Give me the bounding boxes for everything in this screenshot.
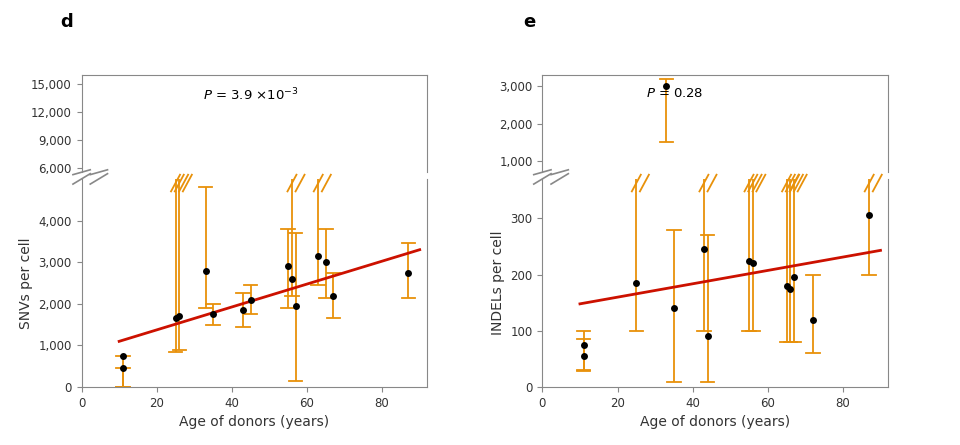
Point: [779, 188, 794, 195]
Point: [168, 315, 183, 322]
Text: d: d: [60, 13, 73, 31]
Point: [576, 193, 591, 200]
Point: [288, 202, 303, 209]
Point: [779, 282, 794, 289]
Point: [696, 186, 711, 193]
Point: [280, 263, 296, 270]
Point: [745, 186, 760, 194]
Y-axis label: SNVs per cell: SNVs per cell: [19, 237, 33, 329]
Point: [115, 365, 131, 372]
Point: [318, 259, 333, 266]
Point: [782, 285, 798, 292]
Point: [325, 199, 341, 206]
Point: [284, 275, 300, 283]
X-axis label: Age of donors (years): Age of donors (years): [640, 416, 790, 429]
Point: [235, 202, 251, 210]
Text: $\it{P}$ = 0.28: $\it{P}$ = 0.28: [646, 87, 704, 100]
Point: [325, 292, 341, 299]
Point: [805, 190, 821, 198]
Point: [576, 352, 591, 360]
Point: [741, 257, 756, 264]
Text: e: e: [523, 13, 536, 31]
Point: [311, 252, 326, 259]
Point: [700, 191, 715, 198]
Point: [205, 311, 221, 318]
Y-axis label: INDELs per cell: INDELs per cell: [491, 231, 505, 335]
Point: [741, 186, 756, 194]
Point: [805, 316, 821, 323]
Point: [311, 190, 326, 198]
Point: [318, 192, 333, 199]
Point: [243, 200, 258, 207]
Point: [400, 269, 416, 276]
Point: [666, 190, 682, 197]
Point: [235, 307, 251, 314]
Point: [115, 213, 131, 220]
Point: [782, 188, 798, 195]
Point: [861, 212, 876, 219]
Point: [786, 187, 802, 194]
Point: [666, 305, 682, 312]
Point: [629, 188, 644, 195]
Point: [659, 83, 674, 90]
Point: [172, 313, 187, 320]
Point: [696, 246, 711, 253]
Point: [115, 352, 131, 360]
Point: [861, 183, 876, 190]
Point: [284, 195, 300, 202]
Point: [280, 193, 296, 200]
Point: [576, 192, 591, 199]
Point: [400, 194, 416, 201]
Point: [205, 203, 221, 210]
Point: [288, 302, 303, 309]
Point: [576, 341, 591, 348]
Text: $\it{P}$ = 3.9 ×10$^{-3}$: $\it{P}$ = 3.9 ×10$^{-3}$: [203, 87, 299, 103]
Point: [700, 333, 715, 340]
Point: [115, 215, 131, 222]
Point: [745, 260, 760, 267]
Point: [629, 279, 644, 287]
Point: [172, 204, 187, 211]
Point: [786, 274, 802, 281]
Point: [168, 204, 183, 211]
X-axis label: Age of donors (years): Age of donors (years): [180, 416, 329, 429]
Point: [198, 194, 213, 201]
Point: [243, 296, 258, 303]
Point: [198, 267, 213, 274]
